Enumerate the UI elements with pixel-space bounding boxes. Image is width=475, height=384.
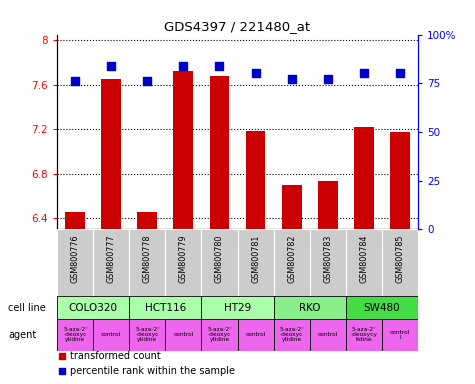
Point	[180, 63, 187, 69]
Title: GDS4397 / 221480_at: GDS4397 / 221480_at	[164, 20, 311, 33]
Text: GSM800778: GSM800778	[143, 235, 152, 283]
Text: SW480: SW480	[363, 303, 400, 313]
Text: 5-aza-2'
-deoxycy
tidine: 5-aza-2' -deoxycy tidine	[351, 328, 377, 343]
Text: HT29: HT29	[224, 303, 251, 313]
Text: 5-aza-2'
-deoxyc
ytidine: 5-aza-2' -deoxyc ytidine	[208, 328, 231, 343]
Text: 5-aza-2'
-deoxyc
ytidine: 5-aza-2' -deoxyc ytidine	[63, 328, 87, 343]
Bar	[246, 131, 266, 384]
Bar	[201, 319, 238, 351]
Text: GSM800779: GSM800779	[179, 235, 188, 283]
Text: GSM800785: GSM800785	[396, 235, 404, 283]
Point	[107, 63, 115, 69]
Point	[143, 78, 151, 84]
Bar	[274, 296, 346, 319]
Text: control: control	[246, 333, 266, 338]
Text: HCT116: HCT116	[145, 303, 186, 313]
Bar	[310, 319, 346, 351]
Bar	[173, 71, 193, 384]
Point	[252, 70, 259, 76]
Text: GSM800777: GSM800777	[107, 235, 115, 283]
Text: percentile rank within the sample: percentile rank within the sample	[70, 366, 235, 376]
Text: GSM800782: GSM800782	[287, 235, 296, 283]
Text: control: control	[173, 333, 193, 338]
Bar	[382, 229, 418, 296]
Bar	[390, 132, 410, 384]
Point	[324, 76, 332, 83]
Text: transformed count: transformed count	[70, 351, 161, 361]
Point	[71, 78, 79, 84]
Text: agent: agent	[8, 330, 37, 340]
Bar	[57, 319, 93, 351]
Bar	[101, 79, 121, 384]
Bar	[274, 229, 310, 296]
Bar	[209, 76, 229, 384]
Text: control
l: control l	[390, 330, 410, 340]
Bar	[238, 229, 274, 296]
Text: GSM800783: GSM800783	[323, 235, 332, 283]
Bar	[354, 127, 374, 384]
Text: COLO320: COLO320	[68, 303, 118, 313]
Text: GSM800781: GSM800781	[251, 235, 260, 283]
Bar	[137, 212, 157, 384]
Bar	[282, 185, 302, 384]
Point	[396, 70, 404, 76]
Bar	[65, 212, 85, 384]
Bar	[346, 319, 382, 351]
Text: 5-aza-2'
-deoxyc
ytidine: 5-aza-2' -deoxyc ytidine	[135, 328, 159, 343]
Text: 5-aza-2'
-deoxyc
ytidine: 5-aza-2' -deoxyc ytidine	[280, 328, 304, 343]
Bar	[165, 229, 201, 296]
Text: GSM800780: GSM800780	[215, 235, 224, 283]
Bar	[201, 229, 238, 296]
Bar	[57, 296, 129, 319]
Bar	[129, 229, 165, 296]
Bar	[346, 296, 418, 319]
Text: cell line: cell line	[8, 303, 46, 313]
Bar	[93, 229, 129, 296]
Point	[58, 353, 66, 359]
Bar	[274, 319, 310, 351]
Bar	[382, 319, 418, 351]
Bar	[57, 229, 93, 296]
Bar	[346, 229, 382, 296]
Bar	[238, 319, 274, 351]
Point	[216, 63, 223, 69]
Text: RKO: RKO	[299, 303, 321, 313]
Point	[360, 70, 368, 76]
Bar	[129, 296, 201, 319]
Bar	[129, 319, 165, 351]
Bar	[318, 181, 338, 384]
Text: control: control	[318, 333, 338, 338]
Text: GSM800784: GSM800784	[360, 235, 368, 283]
Point	[58, 367, 66, 374]
Point	[288, 76, 295, 83]
Text: GSM800776: GSM800776	[71, 235, 79, 283]
Bar	[165, 319, 201, 351]
Bar	[201, 296, 274, 319]
Bar	[93, 319, 129, 351]
Bar	[310, 229, 346, 296]
Text: control: control	[101, 333, 121, 338]
